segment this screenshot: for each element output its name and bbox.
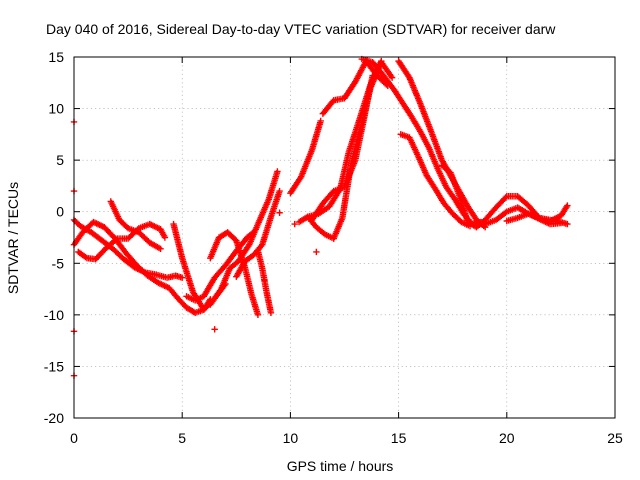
series-track-10 [254,247,275,316]
data-point [313,248,320,256]
data-point [388,74,396,81]
data-point [564,220,571,228]
axis-ticks [73,56,616,419]
data-marks [70,55,571,379]
grid-lines [74,57,615,418]
series-track-3 [75,220,169,263]
y-tick-label: 10 [48,101,64,117]
y-tick-label: -10 [44,307,64,323]
data-point [254,311,262,319]
x-tick-label: 15 [391,430,407,446]
series-track-21 [503,210,565,228]
data-point [291,220,298,228]
x-tick-label: 0 [70,430,78,446]
data-point [112,236,120,243]
data-point [317,117,324,125]
series-track-18 [397,131,474,230]
data-point [330,235,337,242]
series-track-11 [287,117,324,197]
data-point [161,234,169,241]
data-point [276,209,283,216]
series-track-8 [207,229,262,319]
data-point [564,202,571,209]
y-tick-label: 0 [56,204,64,220]
x-tick-labels: 0 5 10 15 20 25 [70,430,623,446]
x-tick-label: 5 [178,430,186,446]
y-tick-label: -15 [44,358,64,374]
data-point [157,245,164,253]
data-point [179,274,186,281]
y-tick-label: 15 [48,49,64,65]
y-tick-label: -5 [52,255,65,271]
chart-title: Day 040 of 2016, Sidereal Day-to-day VTE… [46,21,556,37]
series-track-16 [358,55,485,228]
data-point [274,168,281,175]
series-track-9 [233,187,283,280]
y-tick-label: -20 [44,410,64,426]
x-tick-label: 25 [607,430,623,446]
data-point [276,187,283,195]
y-tick-label: 5 [56,152,64,168]
data-point [261,276,268,283]
data-point [557,219,565,227]
data-point [211,326,218,333]
plot-frame [73,56,616,419]
data-point [267,309,275,316]
series-track-4 [107,198,164,253]
x-tick-label: 20 [499,430,515,446]
y-tick-labels: -20 -15 -10 -5 0 5 10 15 [44,49,64,426]
x-tick-label: 10 [283,430,299,446]
data-point [502,194,509,201]
y-axis-label: SDTVAR / TECUs [5,182,21,294]
series-track-17 [395,57,489,231]
series-track-14 [304,58,396,242]
x-axis-label: GPS time / hours [287,458,394,474]
